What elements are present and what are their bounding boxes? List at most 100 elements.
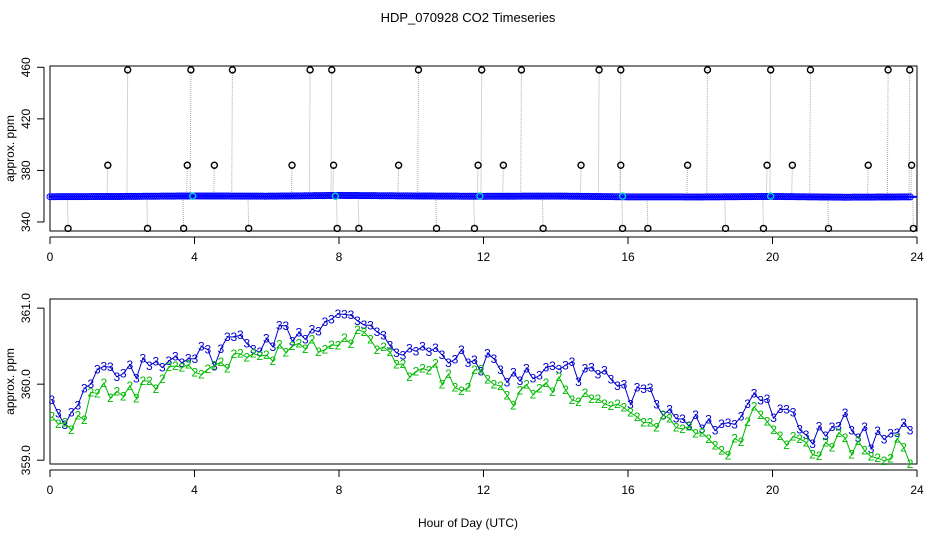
x-axis-label: Hour of Day (UTC) [418,516,518,530]
series-2-marker: 2 [556,370,563,384]
series-3-marker: 3 [881,433,888,447]
series-2-marker: 2 [48,409,55,423]
series-3-marker: 3 [510,366,517,380]
series-3-marker: 3 [790,405,797,419]
series-3-marker: 3 [244,337,251,351]
series-3-marker: 3 [192,352,199,366]
series-3-marker: 3 [757,394,764,408]
series-3-marker: 3 [705,412,712,426]
outlier-spike-line [417,69,419,196]
outlier-spike-line [579,165,582,197]
series-3-marker: 3 [562,358,569,372]
series-2-marker: 2 [842,431,849,445]
series-3-marker: 3 [777,402,784,416]
outlier-point [906,66,914,74]
series-2-marker: 2 [146,374,153,388]
series-3-marker: 3 [263,332,270,346]
series-3-marker: 3 [380,328,387,342]
series-3-marker: 3 [458,343,465,357]
series-3-marker: 3 [543,360,550,374]
series-3-marker: 3 [608,372,615,386]
outlier-spike-line [908,69,911,197]
series-2-marker: 2 [588,392,595,406]
series-3-marker: 3 [627,397,634,411]
outlier-point [763,161,771,169]
series-2-marker: 2 [510,399,517,413]
series-2-marker: 2 [413,364,420,378]
bottom-plot-frame [49,298,918,465]
outlier-spike-line [520,69,522,197]
series-3-marker: 3 [504,375,511,389]
series-2-marker: 2 [380,340,387,354]
series-2-marker: 2 [289,339,296,353]
baseline-point [906,193,914,201]
bottom-x-tick-label: 8 [336,483,343,497]
series-3-marker: 3 [536,369,543,383]
top-y-tick-label: 460 [19,57,33,77]
series-2-marker: 2 [198,367,205,381]
series-3-marker: 3 [179,356,186,370]
series-2-marker: 2 [575,395,582,409]
series-2-marker: 2 [107,391,114,405]
series-2-marker: 2 [250,347,257,361]
series-3-marker: 3 [309,322,316,336]
series-3-marker: 3 [556,363,563,377]
series-2-marker: 2 [660,408,667,422]
series-2-marker: 2 [868,450,875,464]
series-2-marker: 2 [211,359,218,373]
series-2-marker: 2 [309,333,316,347]
series-2-marker: 2 [224,362,231,376]
outlier-spike-line [541,196,544,229]
series-2-marker: 2 [55,417,62,431]
series-3-marker: 3 [276,319,283,333]
outlier-spike-line [332,165,335,196]
series-2-marker: 2 [81,413,88,427]
series-3-marker: 3 [74,398,81,412]
outlier-point [617,161,625,169]
outlier-point [179,224,188,233]
outlier-point [499,161,508,169]
series-2-marker: 2 [387,345,394,359]
outlier-point [432,224,441,233]
series-2-marker: 2 [816,449,823,463]
series-2-marker: 2 [354,323,361,337]
outlier-point [470,224,479,233]
series-2-marker: 2 [341,331,348,345]
outlier-point [187,66,195,74]
series-3-marker: 3 [439,348,446,362]
series-2-marker: 2 [699,426,706,440]
series-2-marker: 2 [218,355,225,369]
series-2-marker: 2 [887,451,894,465]
series-3-marker: 3 [744,397,751,411]
series-2-marker: 2 [179,360,186,374]
series-3-marker: 3 [87,377,94,391]
series-2-marker: 2 [848,448,855,462]
series-3-marker: 3 [900,416,907,430]
outlier-spike-line [724,196,727,229]
series-2-marker: 2 [835,426,842,440]
outlier-spike-line [189,69,192,196]
highlight-point [476,192,484,200]
series-3-marker: 3 [783,402,790,416]
top-x-tick-label: 12 [477,250,491,264]
series-3-marker: 3 [237,328,244,342]
outlier-point [328,66,336,74]
outlier-point [864,161,872,169]
series-2-marker: 2 [139,374,146,388]
series-3-marker: 3 [445,356,452,370]
series-3-marker: 3 [68,405,75,419]
series-2-marker: 2 [419,362,426,376]
outlier-spike-line [146,196,149,229]
outlier-point [228,66,237,74]
series-3-marker: 3 [139,351,146,365]
series-2-marker: 2 [751,400,758,414]
outlier-point [909,224,918,233]
series-2-marker: 2 [205,362,212,376]
top-x-tick-label: 4 [191,250,198,264]
outlier-spike-line [619,69,622,197]
outlier-point [618,224,627,233]
series-2-marker: 2 [712,439,719,453]
series-2-marker: 2 [465,381,472,395]
series-3-marker: 3 [400,348,407,362]
series-3-marker: 3 [348,308,355,322]
